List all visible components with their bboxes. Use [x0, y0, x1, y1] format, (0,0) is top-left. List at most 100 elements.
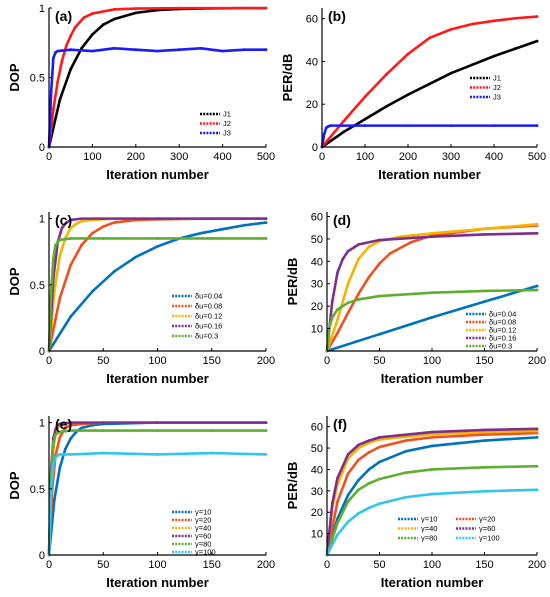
data-point: [199, 46, 203, 50]
data-point: [535, 231, 539, 235]
series-line: [47, 6, 268, 149]
data-point: [80, 243, 83, 247]
data-point: [471, 22, 474, 26]
data-point: [483, 289, 486, 293]
y-axis-label: DOP: [7, 267, 22, 296]
data-point: [428, 36, 431, 40]
data-point: [80, 217, 83, 221]
data-point: [483, 439, 486, 442]
data-point: [357, 298, 360, 301]
data-point: [378, 435, 381, 439]
data-point: [341, 257, 345, 261]
data-point: [101, 429, 105, 432]
data-point: [264, 452, 268, 456]
data-point: [242, 48, 246, 52]
series-line: [325, 223, 539, 353]
series-line: [47, 47, 268, 149]
data-point: [264, 429, 268, 432]
legend-entry: γ=60: [479, 524, 495, 533]
data-point: [69, 34, 73, 38]
data-point: [264, 421, 268, 425]
data-point: [483, 300, 486, 304]
data-point: [63, 426, 67, 430]
data-point: [329, 124, 332, 128]
data-point: [58, 296, 62, 300]
data-point: [357, 458, 360, 462]
data-point: [56, 80, 60, 84]
data-point: [430, 235, 434, 239]
data-point: [210, 451, 214, 455]
legend-entry: δu=0.16: [195, 322, 222, 331]
data-point: [336, 271, 339, 274]
data-point: [134, 11, 138, 15]
legend-entry: J3: [223, 129, 231, 138]
x-tick-label: 200: [528, 559, 546, 571]
data-point: [346, 493, 350, 497]
chart-panel: 0 50 100 150 200 10 20 30 40 50 60 Iteration number…: [285, 416, 546, 590]
data-point: [54, 427, 57, 431]
x-tick-label: 50: [373, 559, 385, 571]
x-axis-label: Iteration number: [381, 575, 484, 590]
data-point: [51, 108, 55, 111]
data-point: [56, 423, 60, 427]
x-tick-label: 500: [528, 151, 546, 163]
y-tick-label: 20: [311, 507, 323, 519]
data-point: [101, 237, 105, 240]
data-point: [80, 219, 83, 223]
y-tick-label: 60: [311, 211, 323, 223]
series-line: [47, 217, 268, 353]
data-point: [346, 453, 350, 456]
data-point: [378, 332, 381, 336]
x-tick-label: 150: [475, 355, 493, 367]
data-point: [336, 308, 339, 311]
data-point: [492, 19, 496, 23]
data-point: [91, 290, 94, 293]
legend-entry: γ=100: [479, 534, 500, 543]
data-point: [492, 54, 496, 58]
data-point: [404, 495, 408, 499]
x-axis-label: Iteration number: [378, 167, 481, 182]
data-point: [69, 429, 73, 432]
data-point: [51, 256, 55, 260]
legend-entry: δu=0.12: [489, 326, 516, 335]
x-tick-label: 200: [257, 355, 275, 367]
data-point: [363, 95, 367, 99]
chart-panel: 0 50 100 150 200 10 20 30 40 50 60 Iteration number…: [285, 211, 546, 386]
data-point: [346, 282, 350, 286]
data-point: [54, 455, 57, 459]
data-point: [535, 284, 539, 288]
data-point: [156, 429, 159, 432]
y-tick-label: 40: [311, 464, 323, 476]
data-point: [69, 226, 73, 230]
data-point: [322, 132, 326, 136]
legend-entry: δu=0.04: [489, 310, 516, 319]
data-point: [91, 49, 94, 53]
data-point: [430, 432, 434, 436]
series-line: [47, 421, 268, 557]
legend-entry: δu=0.08: [195, 302, 222, 311]
data-point: [535, 488, 539, 492]
data-point: [91, 12, 94, 15]
series-line: [325, 464, 539, 557]
data-point: [336, 318, 339, 322]
data-point: [378, 294, 381, 298]
data-point: [535, 222, 539, 226]
data-point: [69, 263, 73, 267]
data-point: [357, 292, 360, 296]
data-point: [430, 315, 434, 319]
data-point: [357, 443, 360, 447]
data-point: [357, 257, 360, 261]
series-line: [47, 421, 268, 557]
x-tick-label: 200: [127, 151, 145, 163]
data-point: [64, 44, 68, 47]
x-tick-label: 100: [356, 151, 374, 163]
data-point: [378, 445, 381, 449]
data-point: [264, 6, 268, 10]
data-point: [73, 26, 77, 29]
data-point: [221, 227, 225, 231]
series-line: [47, 221, 268, 353]
data-point: [535, 435, 539, 439]
data-point: [430, 492, 434, 496]
data-point: [409, 240, 413, 244]
data-point: [54, 433, 57, 436]
